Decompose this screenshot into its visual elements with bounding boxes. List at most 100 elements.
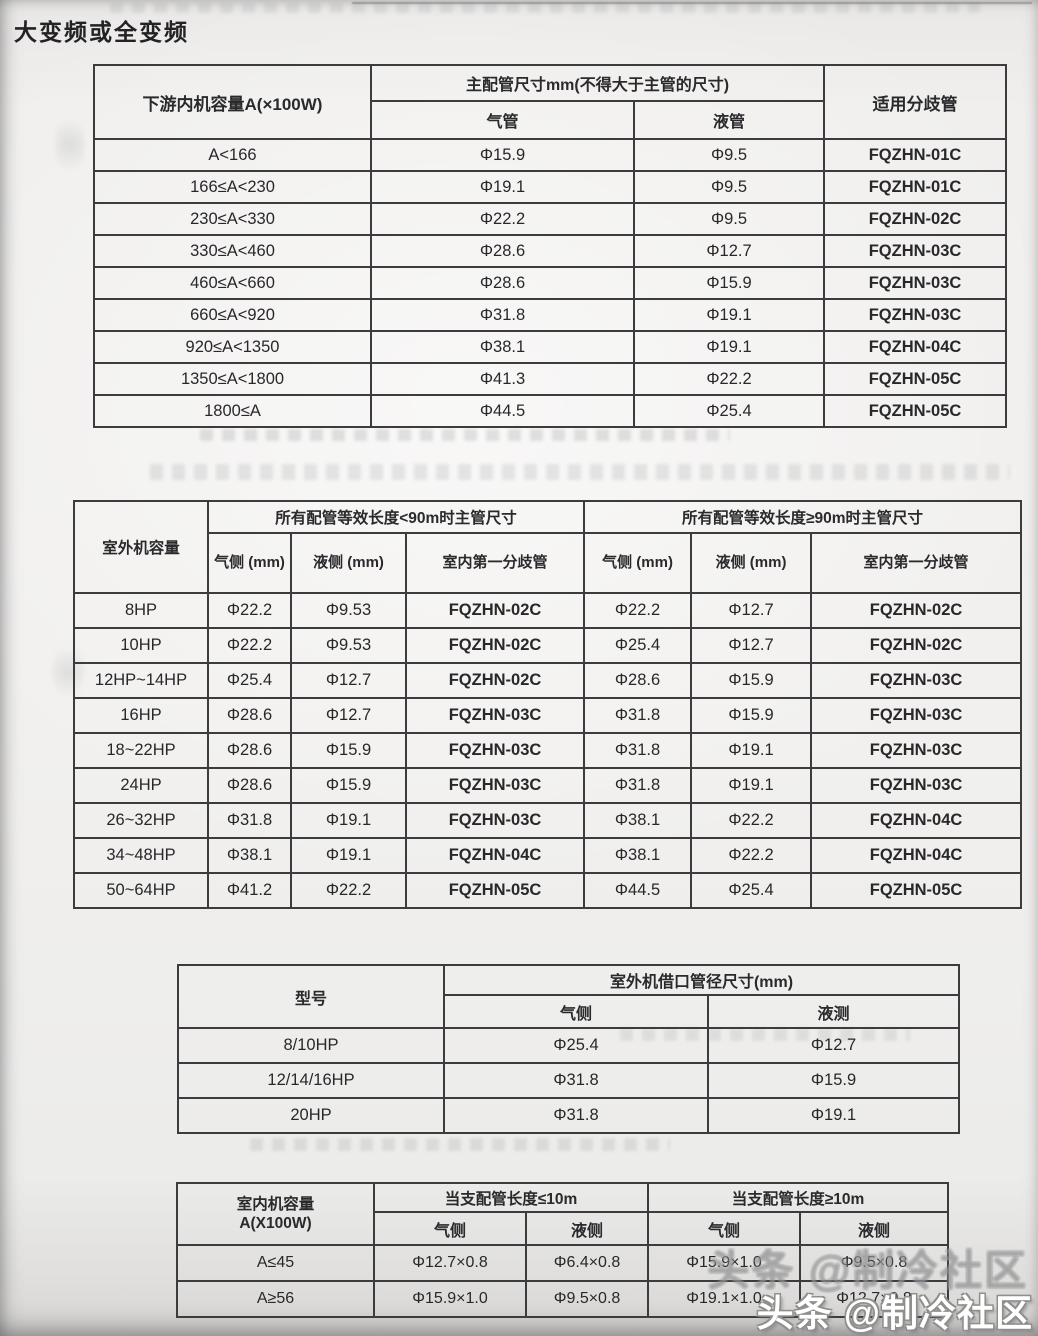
table-cell: Φ28.6 [370, 266, 635, 300]
ghost-text-band [110, 3, 980, 13]
group-header-over-90m: 所有配管等效长度≥90m时主管尺寸 [583, 500, 1023, 534]
table-cell: Φ15.9 [370, 138, 635, 172]
table-cell: Φ22.2 [690, 802, 813, 839]
table-cell: FQZHN-03C [823, 266, 1007, 300]
table-cell: Φ38.1 [583, 837, 693, 874]
ghost-text-band [250, 1138, 670, 1151]
column-header-liquid-side: 液测 [707, 994, 960, 1029]
column-header-liquid-pipe: 液管 [633, 100, 825, 140]
table-cell: Φ44.5 [370, 394, 635, 428]
table-cell: FQZHN-03C [810, 697, 1023, 734]
table-cell: Φ28.6 [207, 697, 292, 734]
table-cell: 10HP [73, 627, 209, 664]
table-row: 12/14/16HP Φ31.8 Φ15.9 [177, 1062, 960, 1099]
table-cell: 1800≤A [93, 394, 372, 428]
table-cell: Φ15.9 [707, 1062, 960, 1099]
column-header-gas-side: 气侧 (mm) [207, 532, 292, 594]
table-cell: Φ9.5×0.8 [525, 1280, 649, 1318]
table-cell: FQZHN-02C [810, 627, 1023, 664]
table-row: 330≤A<460 Φ28.6 Φ12.7 FQZHN-03C [93, 234, 1007, 268]
table-cell: Φ19.1 [690, 767, 813, 804]
column-header-model: 型号 [177, 964, 445, 1029]
table-row: 34~48HP Φ38.1 Φ19.1 FQZHN-04C Φ38.1 Φ22.2 FQZH… [73, 837, 1023, 874]
ghost-text-band [200, 429, 730, 441]
table-cell: FQZHN-03C [823, 298, 1007, 332]
table-cell: FQZHN-03C [810, 767, 1023, 804]
table-cell: FQZHN-02C [404, 662, 586, 699]
group-header-branch-over-10m: 当支配管长度≥10m [647, 1182, 949, 1213]
table-cell: Φ31.8 [443, 1062, 709, 1099]
group-header-main-pipe: 主配管尺寸mm(不得大于主管的尺寸) [370, 64, 825, 102]
column-header-branch-pipe: 适用分歧管 [823, 64, 1007, 140]
table-cell: FQZHN-03C [823, 234, 1007, 268]
table-cell: Φ31.8 [443, 1097, 709, 1134]
table-cell: FQZHN-05C [823, 394, 1007, 428]
table-cell: Φ22.2 [207, 627, 292, 664]
table-cell: A≤45 [176, 1244, 375, 1282]
table-row: 920≤A<1350 Φ38.1 Φ19.1 FQZHN-04C [93, 330, 1007, 364]
table-outdoor-capacity-main-pipe: 室外机容量 所有配管等效长度<90m时主管尺寸 所有配管等效长度≥90m时主管尺… [73, 500, 1023, 909]
table-cell: FQZHN-03C [404, 732, 586, 769]
table-cell: Φ19.1 [690, 732, 813, 769]
table-cell: Φ44.5 [583, 872, 693, 909]
table-cell: Φ9.53 [290, 627, 407, 664]
column-header-gas-side: 气侧 [647, 1211, 801, 1246]
table-row: 8/10HP Φ25.4 Φ12.7 [177, 1027, 960, 1064]
table-cell: FQZHN-05C [823, 362, 1007, 396]
table-outdoor-port-size: 型号 室外机借口管径尺寸(mm) 气侧 液测 8/10HP Φ25.4 Φ12.7 1… [177, 964, 960, 1134]
table-cell: Φ22.2 [690, 837, 813, 874]
table-cell: FQZHN-04C [823, 330, 1007, 364]
table-cell: Φ15.9 [290, 732, 407, 769]
scan-bleed-line [352, 2, 1032, 4]
table-row: 660≤A<920 Φ31.8 Φ19.1 FQZHN-03C [93, 298, 1007, 332]
table-row: A<166 Φ15.9 Φ9.5 FQZHN-01C [93, 138, 1007, 172]
table-cell: Φ6.4×0.8 [525, 1244, 649, 1282]
table-cell: Φ9.5 [633, 170, 825, 204]
table-cell: Φ31.8 [583, 732, 693, 769]
table-cell: 34~48HP [73, 837, 209, 874]
table-cell: Φ25.4 [207, 662, 292, 699]
table-cell: Φ22.2 [290, 872, 407, 909]
table-cell: Φ25.4 [690, 872, 813, 909]
column-header-gas-side: 气侧 [373, 1211, 527, 1246]
table-cell: 1350≤A<1800 [93, 362, 372, 396]
table-cell: FQZHN-04C [810, 802, 1023, 839]
table-cell: Φ15.9×1.0 [373, 1280, 527, 1318]
table-cell: Φ15.9 [290, 767, 407, 804]
table-cell: FQZHN-05C [404, 872, 586, 909]
table-cell: FQZHN-01C [823, 170, 1007, 204]
table-cell: Φ19.1 [290, 802, 407, 839]
table-cell: Φ38.1 [370, 330, 635, 364]
table-cell: Φ12.7 [633, 234, 825, 268]
table-cell: Φ28.6 [583, 662, 693, 699]
table-cell: Φ9.5 [633, 202, 825, 236]
table-row: 8HP Φ22.2 Φ9.53 FQZHN-02C Φ22.2 Φ12.7 FQZHN-02… [73, 592, 1023, 629]
table-cell: FQZHN-03C [404, 767, 586, 804]
table-row: 26~32HP Φ31.8 Φ19.1 FQZHN-03C Φ38.1 Φ22.2 FQZH… [73, 802, 1023, 839]
scan-smudge [55, 110, 85, 180]
indoor-capacity-line2: A(X100W) [239, 1215, 312, 1232]
table-row: 166≤A<230 Φ19.1 Φ9.5 FQZHN-01C [93, 170, 1007, 204]
table-row: 18~22HP Φ28.6 Φ15.9 FQZHN-03C Φ31.8 Φ19.1 FQZH… [73, 732, 1023, 769]
group-header-port-size: 室外机借口管径尺寸(mm) [443, 964, 960, 996]
table-cell: Φ12.7×0.8 [799, 1280, 949, 1318]
table-cell: Φ15.9 [633, 266, 825, 300]
table-cell: FQZHN-02C [404, 592, 586, 629]
table-cell: Φ25.4 [633, 394, 825, 428]
table-cell: Φ28.6 [370, 234, 635, 268]
table-cell: 330≤A<460 [93, 234, 372, 268]
table-cell: Φ38.1 [207, 837, 292, 874]
table-cell: Φ22.2 [583, 592, 693, 629]
table-cell: FQZHN-03C [404, 697, 586, 734]
table-cell: 26~32HP [73, 802, 209, 839]
table-row: 460≤A<660 Φ28.6 Φ15.9 FQZHN-03C [93, 266, 1007, 300]
table-cell: 12/14/16HP [177, 1062, 445, 1099]
table-cell: FQZHN-01C [823, 138, 1007, 172]
table-cell: Φ12.7 [290, 697, 407, 734]
table-cell: Φ28.6 [207, 767, 292, 804]
column-header-downstream-capacity: 下游内机容量A(×100W) [93, 64, 372, 140]
column-header-liquid-side: 液侧 (mm) [290, 532, 407, 594]
table-row: 16HP Φ28.6 Φ12.7 FQZHN-03C Φ31.8 Φ15.9 FQZHN-0… [73, 697, 1023, 734]
table-cell: Φ15.9 [690, 662, 813, 699]
